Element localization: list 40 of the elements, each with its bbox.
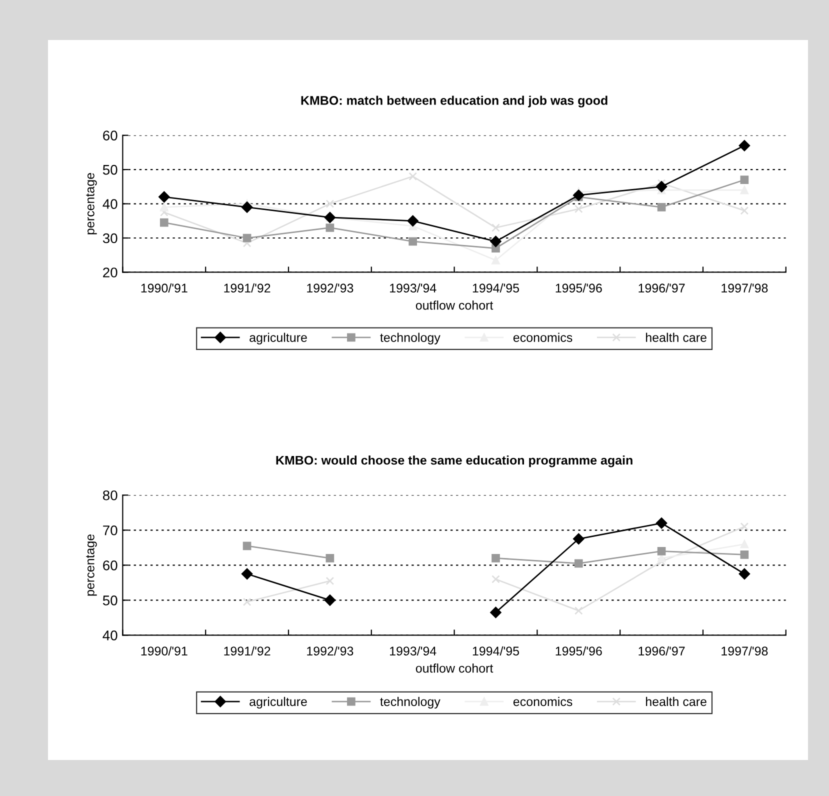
legend-label: health care [646, 696, 706, 706]
chart-title: KMBO: match between education and job was good [301, 96, 608, 108]
x-tick-label: 1994/'95 [472, 283, 520, 293]
y-tick-label: 40 [102, 199, 118, 209]
x-axis-title: outflow cohort [416, 300, 494, 310]
x-tick-label: 1996/'97 [638, 283, 685, 293]
x-tick-label: 1997/'98 [722, 283, 768, 293]
legend-label: economics [513, 332, 572, 342]
x-tick-label: 1991/'92 [224, 646, 270, 656]
y-tick-label: 40 [102, 630, 118, 640]
x-tick-label: 1995/'96 [556, 646, 602, 656]
y-tick-label: 20 [103, 268, 118, 278]
legend-label: technology [380, 696, 440, 709]
y-tick-label: 60 [103, 130, 118, 140]
y-tick-label: 60 [103, 560, 118, 570]
y-axis-title: percentage [86, 534, 97, 596]
x-tick-label: 1993/'94 [390, 283, 436, 293]
y-axis-title: percentage [86, 173, 97, 234]
chart-title: KMBO: would choose the same education programme again [276, 456, 632, 468]
x-tick-label: 1996/'97 [638, 646, 685, 656]
legend-label: agriculture [250, 696, 307, 709]
x-tick-label: 1992/'93 [307, 646, 354, 656]
legend-label: economics [513, 696, 572, 706]
x-tick-label: 1994/'95 [472, 646, 520, 656]
x-tick-label: 1990/'91 [141, 646, 188, 656]
y-tick-label: 30 [102, 233, 118, 244]
legend-label: agriculture [250, 332, 307, 344]
x-tick-label: 1995/'96 [556, 283, 602, 293]
x-tick-label: 1992/'93 [307, 283, 354, 293]
x-axis-title: outflow cohort [416, 664, 494, 673]
y-tick-label: 50 [102, 596, 118, 606]
y-tick-label: 70 [103, 525, 118, 536]
x-tick-label: 1990/'91 [141, 283, 188, 293]
y-tick-label: 50 [102, 164, 118, 175]
legend-label: health care [646, 332, 706, 342]
x-tick-label: 1997/'98 [722, 646, 768, 656]
x-tick-label: 1991/'92 [224, 283, 270, 293]
legend-label: technology [380, 332, 440, 344]
y-tick-label: 80 [102, 490, 118, 500]
x-tick-label: 1993/'94 [390, 646, 436, 656]
